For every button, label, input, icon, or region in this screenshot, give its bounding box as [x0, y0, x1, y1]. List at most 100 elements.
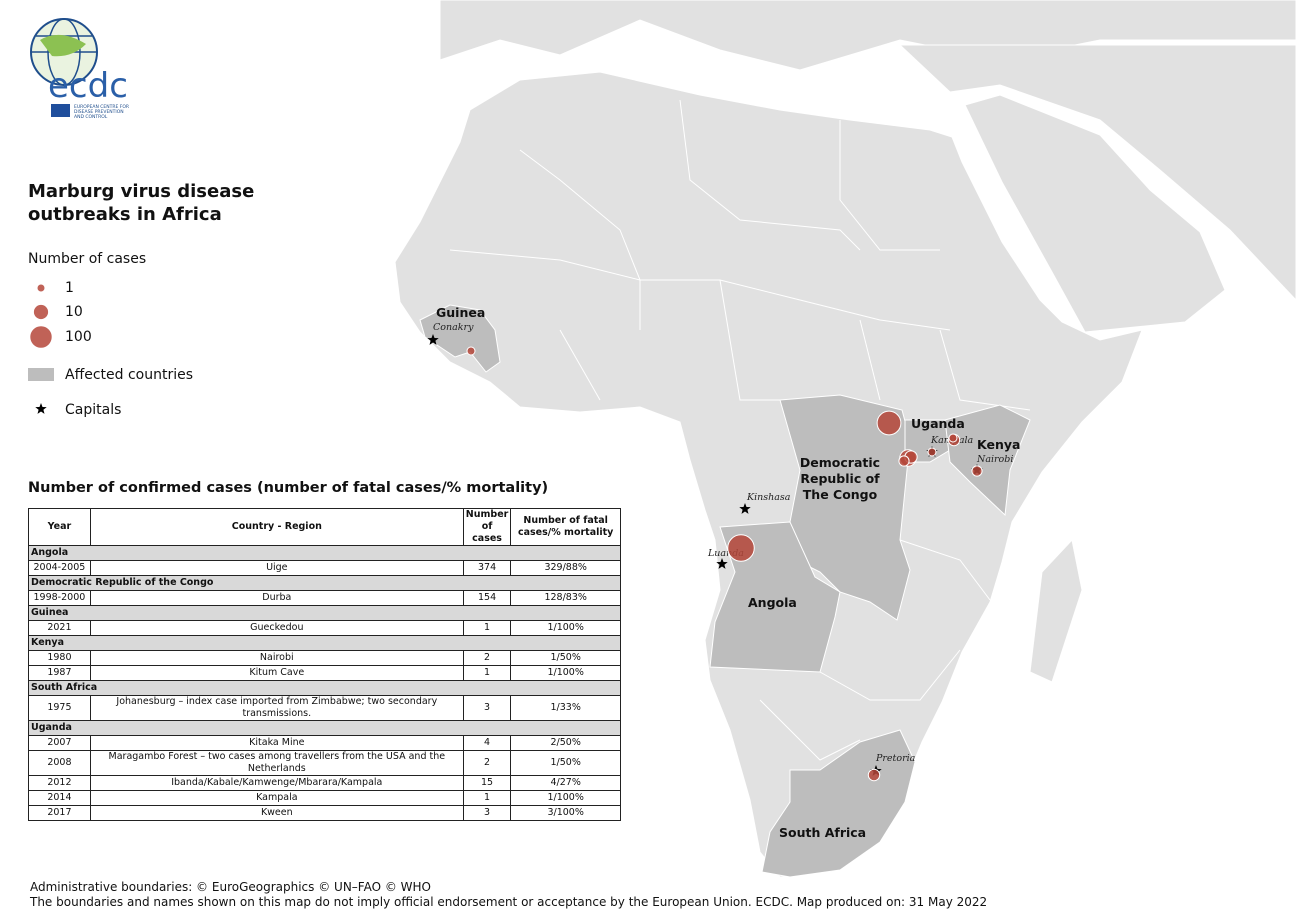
case-bubble [466, 346, 476, 356]
capital-star [716, 558, 728, 569]
case-bubble [876, 410, 902, 436]
title-line: Marburg virus disease [28, 181, 255, 202]
table-cell: 154 [462, 590, 512, 606]
country-label: Angola [748, 595, 797, 610]
capital-label: Pretoria [875, 753, 916, 764]
case-bubble [29, 325, 53, 349]
table-row: 1998-2000 Durba 154 128/83% [28, 590, 621, 606]
table-row: 2017 Kween 3 3/100% [28, 805, 621, 821]
table-cell: 3/100% [510, 805, 621, 821]
table-cell: 329/88% [510, 560, 621, 576]
table-cell: Kween [89, 805, 464, 821]
table-cell: 2017 [28, 805, 91, 821]
table-cell: Gueckedou [89, 620, 464, 636]
table-cell: 3 [462, 695, 512, 721]
legend-size-label: 1 [65, 280, 74, 296]
table-cell: 1987 [28, 665, 91, 681]
table-cell: 2014 [28, 790, 91, 806]
case-bubble [948, 433, 958, 443]
table-cell: 1/33% [510, 695, 621, 721]
table-cell: 4/27% [510, 775, 621, 791]
table-title: Number of confirmed cases (number of fat… [28, 480, 549, 496]
table-cell: Number of fatal cases/% mortality [510, 508, 621, 546]
title-line: outbreaks in Africa [28, 204, 222, 225]
table-cell: Kitaka Mine [89, 735, 464, 751]
logo: ecdc EUROPEAN CENTRE FOR DISEASE PREVENT… [30, 18, 129, 120]
table-cell: Democratic Republic of the Congo [28, 575, 621, 591]
capital-label: Conakry [433, 322, 474, 333]
table-cell: Angola [28, 545, 621, 561]
table-row: 2004-2005 Uige 374 329/88% [28, 560, 621, 576]
table-row: Year Country - Region Number of cases Numbe… [28, 508, 621, 546]
table-cell: Ibanda/Kabale/Kamwenge/Mbarara/Kampala [89, 775, 464, 791]
table-cell: 1 [462, 790, 512, 806]
table-cell: Johanesburg – index case imported from Z… [89, 695, 464, 721]
table-cell: Durba [89, 590, 464, 606]
table-cell: Kampala [89, 790, 464, 806]
country-label: South Africa [779, 825, 866, 840]
table-cell: 2021 [28, 620, 91, 636]
table-row: 2012 Ibanda/Kabale/Kamwenge/Mbarara/Kampa… [28, 775, 621, 791]
footer-line: Administrative boundaries: © EuroGeograp… [30, 880, 432, 894]
capital-label: Nairobi [976, 454, 1013, 465]
table-cell: Country - Region [89, 508, 464, 546]
table-cell: 2/50% [510, 735, 621, 751]
legend-capitals: Capitals [65, 402, 122, 418]
table-cell: Year [28, 508, 91, 546]
table-cell: 2004-2005 [28, 560, 91, 576]
table-row: 2021 Gueckedou 1 1/100% [28, 620, 621, 636]
table-cell: 2008 [28, 750, 91, 776]
table-row: 2007 Kitaka Mine 4 2/50% [28, 735, 621, 751]
table-row: Kenya [28, 635, 621, 651]
table-cell: South Africa [28, 680, 621, 696]
table-cell: Uganda [28, 720, 621, 736]
table-cell: 1/50% [510, 750, 621, 776]
case-bubble [927, 447, 937, 457]
table-cell: 1 [462, 620, 512, 636]
footer: Administrative boundaries: © EuroGeograp… [30, 880, 987, 910]
table-row: 2014 Kampala 1 1/100% [28, 790, 621, 806]
table-cell: 2 [462, 650, 512, 666]
table-cell: 374 [462, 560, 512, 576]
table-cell: 1975 [28, 695, 91, 721]
table-cell: 4 [462, 735, 512, 751]
case-bubble [36, 283, 46, 293]
legend-size-label: 100 [65, 329, 92, 345]
table-cell: 2007 [28, 735, 91, 751]
capital-star [427, 334, 439, 345]
table-row: 1987 Kitum Cave 1 1/100% [28, 665, 621, 681]
table-row: 2008 Maragambo Forest – two cases among t… [28, 750, 621, 776]
country-label: Guinea [436, 305, 485, 320]
table-cell: 3 [462, 805, 512, 821]
legend-affected: Affected countries [65, 367, 194, 383]
table-cell: 1998-2000 [28, 590, 91, 606]
table-row: 1975 Johanesburg – index case imported fr… [28, 695, 621, 721]
case-bubble [32, 303, 50, 321]
capital-star [739, 503, 751, 514]
legend-size-label: 10 [65, 304, 83, 320]
capital-label: Luanda [707, 548, 744, 559]
case-bubble [898, 455, 910, 467]
logo-agency: AND CONTROL [74, 114, 108, 120]
logo-agency: DISEASE PREVENTION [74, 109, 124, 115]
legend-title: Number of cases [28, 251, 147, 267]
table-cell: 128/83% [510, 590, 621, 606]
table-row: Angola [28, 545, 621, 561]
table-cell: Kitum Cave [89, 665, 464, 681]
table-cell: 1/100% [510, 665, 621, 681]
case-bubble [867, 768, 881, 782]
table-cell: 1/100% [510, 620, 621, 636]
south-africa-area [761, 729, 916, 878]
table-cell: 1/50% [510, 650, 621, 666]
country-label: Democratic Republic of The Congo [800, 455, 880, 502]
table-cell: Uige [89, 560, 464, 576]
table-cell: 2012 [28, 775, 91, 791]
table-cell: 1/100% [510, 790, 621, 806]
table-cell: 1980 [28, 650, 91, 666]
logo-agency: EUROPEAN CENTRE FOR [74, 104, 129, 110]
table-cell: Number of cases [462, 508, 512, 546]
kenya-area [944, 404, 1031, 517]
table-row: Democratic Republic of the Congo [28, 575, 621, 591]
country-label: Uganda [911, 416, 965, 431]
